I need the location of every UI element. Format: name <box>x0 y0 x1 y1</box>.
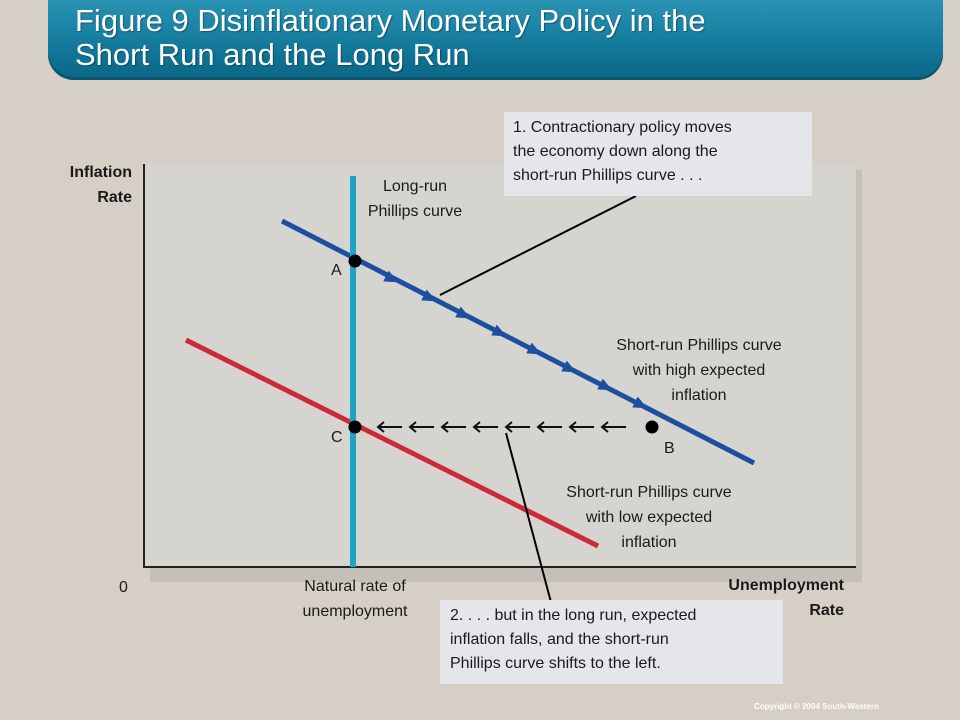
high-curve-label-line-1: Short-run Phillips curve <box>616 337 782 354</box>
x-axis-label-line-2: Rate <box>809 602 844 619</box>
figure-title-line-1: Figure 9 Disinflationary Monetary Policy… <box>75 3 706 38</box>
high-curve-label-line-3: inflation <box>671 387 727 404</box>
natural-rate-line-2: unemployment <box>302 603 408 620</box>
natural-rate-line-1: Natural rate of <box>304 578 406 595</box>
callout-2-leader <box>505 432 553 607</box>
shift-left-arrows <box>376 421 626 433</box>
shift-arrowhead <box>600 421 609 433</box>
natural-rate-label: Natural rate of unemployment <box>270 574 440 624</box>
curve-arrow <box>561 360 577 373</box>
shift-arrowhead <box>504 421 513 433</box>
callout-long-run-shift: 2. . . . but in the long run, expected i… <box>440 600 783 684</box>
long-run-label-line-1: Long-run <box>382 178 448 195</box>
low-curve-label-line-3: inflation <box>621 534 677 551</box>
callout-contractionary-policy: 1. Contractionary policy moves the econo… <box>504 112 812 196</box>
curve-arrow <box>383 270 399 283</box>
x-axis-label-line-1: Unemployment <box>728 577 844 594</box>
shift-arrowhead <box>408 421 417 433</box>
low-curve-label-line-1: Short-run Phillips curve <box>566 484 732 501</box>
point-a-dot <box>348 254 362 268</box>
callout-2-line-2: inflation falls, and the short-run <box>450 631 669 648</box>
figure-title-line-2: Short Run and the Long Run <box>75 37 470 72</box>
title-banner <box>48 0 943 80</box>
y-axis-label-line-1: Inflation <box>69 164 132 181</box>
plot-area <box>144 164 856 568</box>
long-run-label-line-2: Phillips curve <box>367 203 463 220</box>
curve-arrow <box>597 378 613 391</box>
callout-1-line-3: short-run Phillips curve . . . <box>513 167 703 184</box>
shift-arrowhead <box>568 421 577 433</box>
shift-arrowhead <box>472 421 481 433</box>
high-curve-label-line-2: with high expected <box>632 362 766 379</box>
short-run-curve-low-expected <box>184 337 600 549</box>
point-a-label: A <box>331 262 342 279</box>
callout-1-line-1: 1. Contractionary policy moves <box>513 119 732 136</box>
curve-arrow <box>491 324 507 337</box>
y-axis-label: Inflation Rate <box>30 160 132 210</box>
shift-arrowhead <box>536 421 545 433</box>
shift-arrowhead <box>440 421 449 433</box>
curve-arrow <box>632 396 648 409</box>
high-curve-label: Short-run Phillips curve with high expec… <box>580 333 818 408</box>
low-curve-label: Short-run Phillips curve with low expect… <box>530 480 768 555</box>
point-b-dot <box>645 420 659 434</box>
origin-label: 0 <box>119 579 128 596</box>
long-run-curve-label: Long-run Phillips curve <box>350 174 480 224</box>
curve-arrow <box>455 306 471 319</box>
callout-2-line-3: Phillips curve shifts to the left. <box>450 655 661 672</box>
point-c-dot <box>348 420 362 434</box>
low-curve-label-line-2: with low expected <box>585 509 713 526</box>
point-b-label: B <box>664 440 675 457</box>
movement-arrows-along-curve <box>383 270 648 409</box>
curve-arrow <box>526 342 542 355</box>
curve-arrow <box>421 289 437 302</box>
shift-arrowhead <box>376 421 385 433</box>
y-axis-label-line-2: Rate <box>97 189 132 206</box>
callout-2-line-1: 2. . . . but in the long run, expected <box>450 607 697 624</box>
copyright-notice: Copyright © 2004 South-Western <box>754 702 879 711</box>
callout-1-leader <box>439 195 637 296</box>
callout-1-line-2: the economy down along the <box>513 143 718 160</box>
point-c-label: C <box>331 429 343 446</box>
x-axis-label: Unemployment Rate <box>660 573 844 623</box>
